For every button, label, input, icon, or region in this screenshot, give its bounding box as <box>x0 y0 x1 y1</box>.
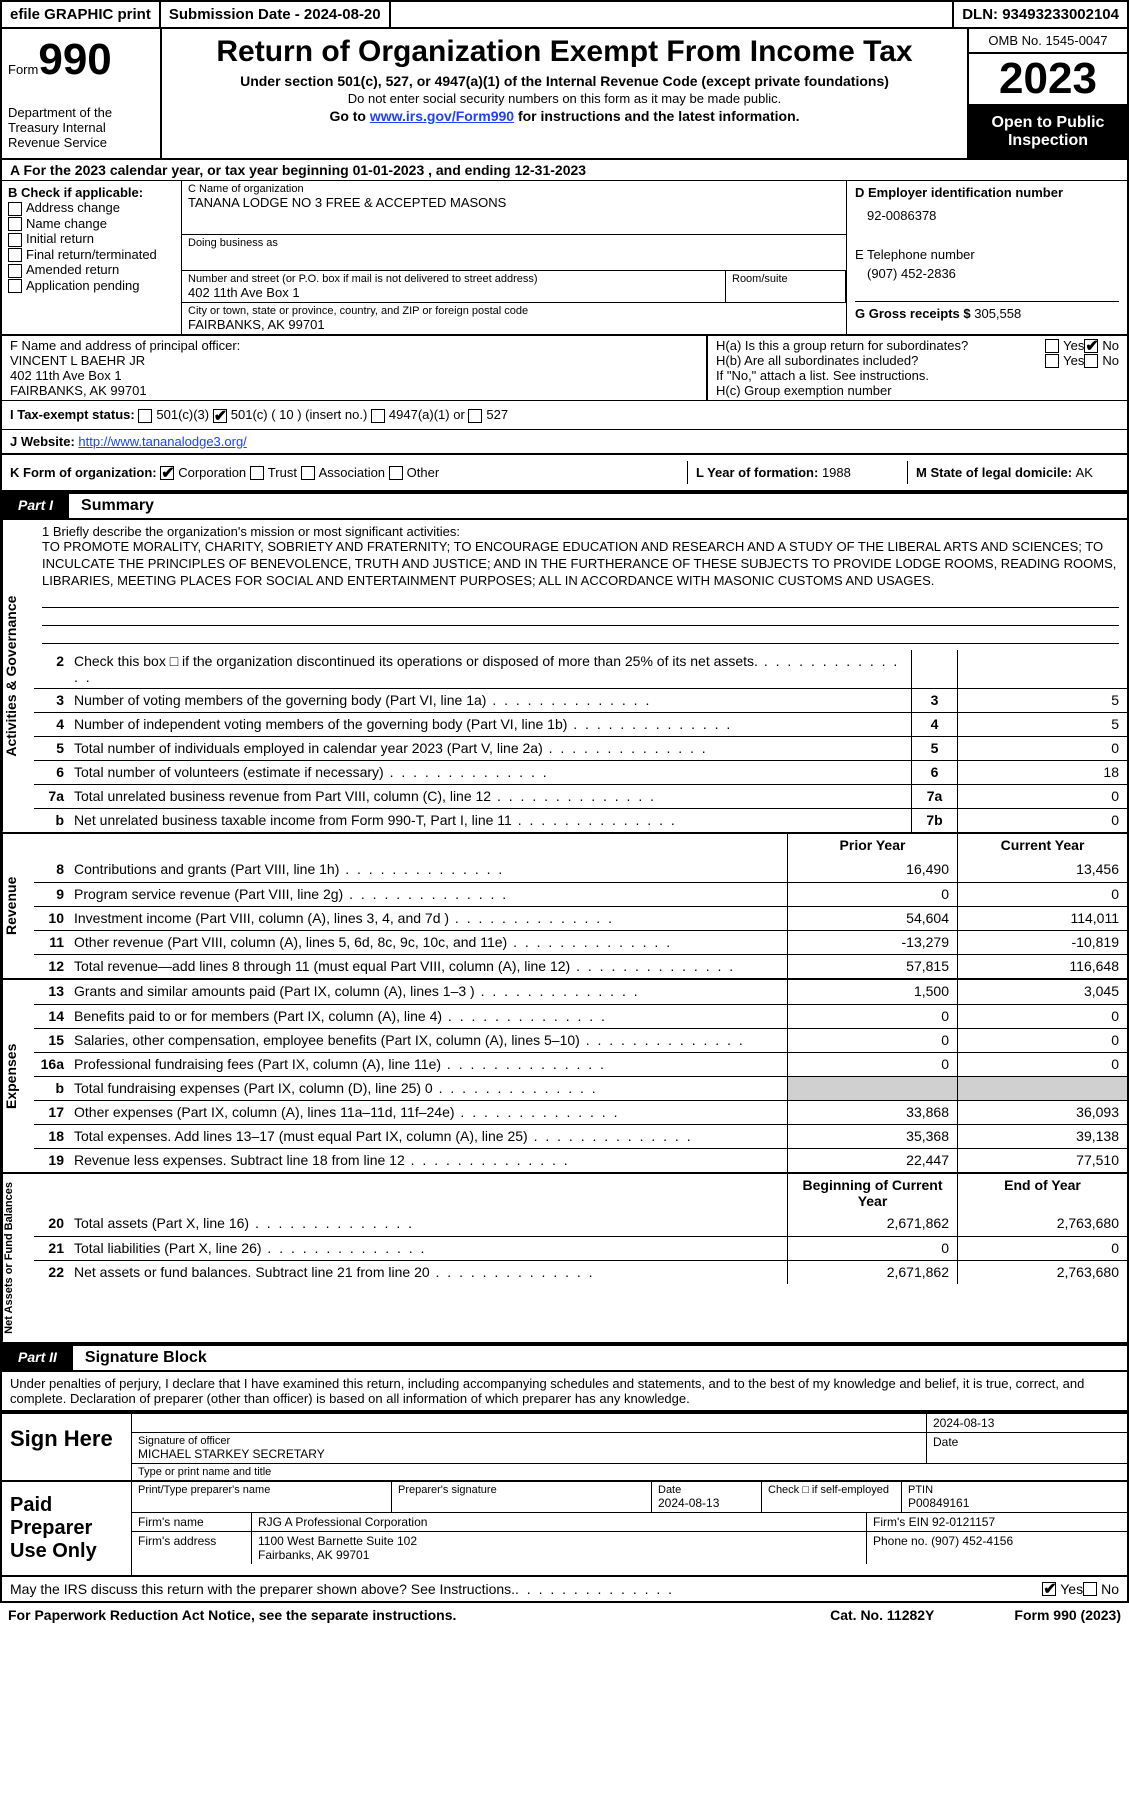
ein: 92-0086378 <box>855 200 1119 231</box>
firm-addr: 1100 West Barnette Suite 102 Fairbanks, … <box>252 1532 867 1564</box>
check-address[interactable]: Address change <box>8 200 175 216</box>
check-final[interactable]: Final return/terminated <box>8 247 175 263</box>
check-pending[interactable]: Application pending <box>8 278 175 294</box>
website-link[interactable]: http://www.tananalodge3.org/ <box>78 434 246 449</box>
submission-date: Submission Date - 2024-08-20 <box>161 2 391 27</box>
form-number: Form990 <box>8 35 154 85</box>
part2-header: Part II Signature Block <box>0 1344 1129 1372</box>
firm-phone: (907) 452-4156 <box>931 1534 1013 1548</box>
check-name[interactable]: Name change <box>8 216 175 232</box>
footer: For Paperwork Reduction Act Notice, see … <box>0 1603 1129 1627</box>
subtitle: Under section 501(c), 527, or 4947(a)(1)… <box>174 73 955 89</box>
gross-receipts: 305,558 <box>974 306 1021 321</box>
discuss-yes[interactable] <box>1042 1582 1056 1596</box>
501c-checked[interactable] <box>213 409 227 423</box>
vlabel-gov: Activities & Governance <box>2 520 34 832</box>
discuss-row: May the IRS discuss this return with the… <box>0 1577 1129 1603</box>
domicile: AK <box>1076 465 1093 480</box>
ha-no[interactable] <box>1084 339 1098 353</box>
org-name: TANANA LODGE NO 3 FREE & ACCEPTED MASONS <box>188 195 840 210</box>
officer-sig: MICHAEL STARKEY SECRETARY <box>138 1447 920 1461</box>
phone: (907) 452-2836 <box>855 262 1119 285</box>
firm-ein: 92-0121157 <box>932 1515 995 1529</box>
officer-name: VINCENT L BAEHR JR <box>10 353 698 368</box>
check-amended[interactable]: Amended return <box>8 262 175 278</box>
paid-preparer-block: Paid Preparer Use Only Print/Type prepar… <box>0 1482 1129 1577</box>
section-bcd: B Check if applicable: Address change Na… <box>0 181 1129 336</box>
omb-number: OMB No. 1545-0047 <box>969 29 1127 54</box>
vlabel-net: Net Assets or Fund Balances <box>2 1174 34 1342</box>
check-initial[interactable]: Initial return <box>8 231 175 247</box>
form-header: Form990 Department of the Treasury Inter… <box>0 29 1129 160</box>
topbar: efile GRAPHIC print Submission Date - 20… <box>0 0 1129 29</box>
efile-label: efile GRAPHIC print <box>2 2 161 27</box>
year-formation: 1988 <box>822 465 851 480</box>
tax-year: 2023 <box>969 54 1127 106</box>
declaration: Under penalties of perjury, I declare th… <box>0 1372 1129 1412</box>
corp-checked[interactable] <box>160 466 174 480</box>
form-title: Return of Organization Exempt From Incom… <box>174 35 955 69</box>
ptin: P00849161 <box>908 1496 1121 1510</box>
goto-link: Go to www.irs.gov/Form990 for instructio… <box>174 108 955 124</box>
row-a-period: A For the 2023 calendar year, or tax yea… <box>0 160 1129 181</box>
vlabel-rev: Revenue <box>2 834 34 978</box>
firm-name: RJG A Professional Corporation <box>252 1513 867 1531</box>
mission-text: TO PROMOTE MORALITY, CHARITY, SOBRIETY A… <box>42 539 1119 590</box>
vlabel-exp: Expenses <box>2 980 34 1172</box>
street: 402 11th Ave Box 1 <box>188 285 719 300</box>
col-b-checkboxes: B Check if applicable: Address change Na… <box>2 181 182 334</box>
sign-here-block: Sign Here 2024-08-13 Signature of office… <box>0 1412 1129 1482</box>
inspection-label: Open to Public Inspection <box>969 106 1127 158</box>
city: FAIRBANKS, AK 99701 <box>188 317 840 332</box>
part1-header: Part I Summary <box>0 492 1129 520</box>
dln: DLN: 93493233002104 <box>954 2 1127 27</box>
ssn-note: Do not enter social security numbers on … <box>174 91 955 106</box>
dept-label: Department of the Treasury Internal Reve… <box>8 105 154 150</box>
